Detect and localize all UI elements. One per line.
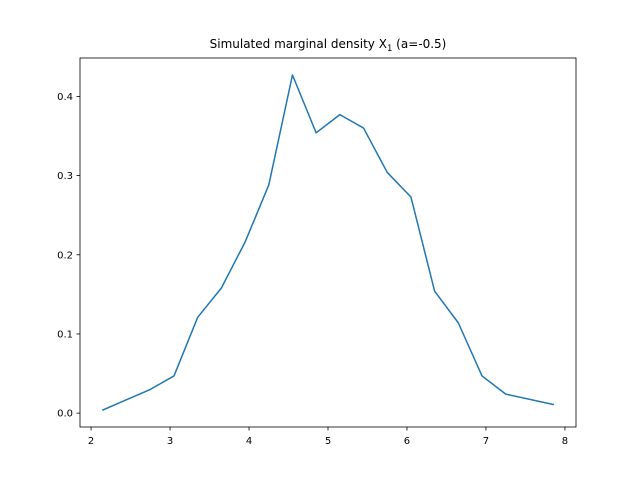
y-tick-label: 0.0 <box>57 409 73 420</box>
density-line <box>101 74 554 411</box>
x-tick-label: 5 <box>325 436 331 447</box>
y-tick-label: 0.4 <box>57 92 73 103</box>
chart-title: Simulated marginal density X1 (a=-0.5) <box>210 37 447 54</box>
x-tick-label: 3 <box>167 436 173 447</box>
x-tick-label: 2 <box>88 436 94 447</box>
x-tick-label: 4 <box>246 436 252 447</box>
x-tick-label: 6 <box>404 436 410 447</box>
axes-frame <box>79 57 577 428</box>
y-tick-label: 0.1 <box>57 329 73 340</box>
x-tick-label: 8 <box>562 436 568 447</box>
x-tick-label: 7 <box>483 436 489 447</box>
plot-area: 2 3 4 5 6 7 8 0.0 0.1 0.2 0.3 0.4 <box>57 57 577 447</box>
chart-title-main: Simulated marginal density X <box>210 37 387 51</box>
chart-title-subscript: 1 <box>387 44 392 54</box>
y-tick-label: 0.2 <box>57 250 73 261</box>
y-tick-label: 0.3 <box>57 171 73 182</box>
chart-title-suffix: (a=-0.5) <box>392 37 446 51</box>
